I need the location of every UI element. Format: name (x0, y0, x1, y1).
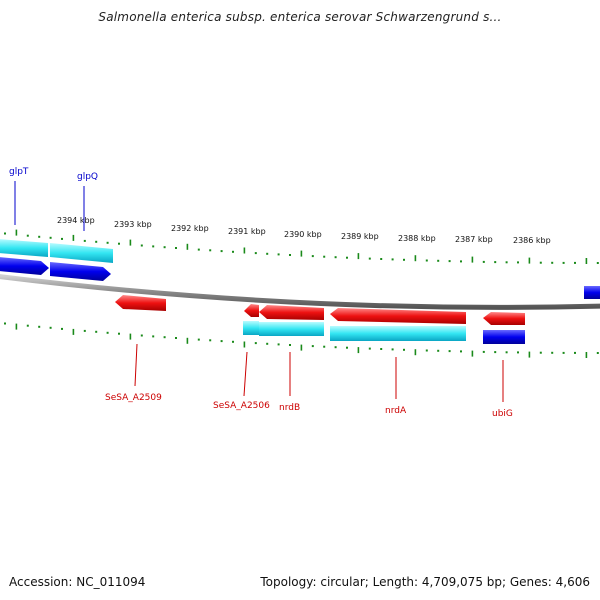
gene-arrow[interactable] (584, 286, 600, 299)
scale-labels: 2394 kbp 2393 kbp 2392 kbp 2391 kbp 2390… (57, 216, 551, 245)
cds-bar[interactable] (50, 243, 113, 263)
scale-label-2388: 2388 kbp (398, 234, 436, 243)
gene-bar[interactable] (483, 330, 525, 344)
scale-label-2393: 2393 kbp (114, 220, 152, 229)
gene-arrow-nrdA[interactable] (330, 308, 466, 324)
label-connector (243, 351, 248, 397)
gene-arrow-SeSA_A2509[interactable] (115, 295, 166, 311)
forward-gene-track (0, 257, 600, 299)
gene-label-SeSA_A2506[interactable]: SeSA_A2506 (213, 401, 270, 411)
reverse-gene-track (115, 295, 525, 325)
gene-label-glpT[interactable]: glpT (9, 167, 29, 177)
gene-label-SeSA_A2509[interactable]: SeSA_A2509 (105, 393, 162, 403)
map-title: Salmonella enterica subsp. enterica sero… (98, 10, 502, 24)
scale-label-2386: 2386 kbp (513, 236, 551, 245)
gene-arrow-ubiG[interactable] (483, 312, 525, 325)
cds-bar[interactable] (243, 321, 259, 335)
scale-label-2387: 2387 kbp (455, 235, 493, 244)
cds-bar[interactable] (0, 239, 48, 257)
gene-arrow-SeSA_A2506[interactable] (244, 304, 259, 317)
label-connector (134, 343, 138, 387)
gene-label-nrdB[interactable]: nrdB (279, 403, 300, 413)
cds-bar[interactable] (259, 322, 324, 336)
gene-label-nrdA[interactable]: nrdA (385, 406, 407, 416)
reverse-cds-track (243, 321, 525, 344)
topology-summary: Topology: circular; Length: 4,709,075 bp… (260, 575, 590, 589)
outer-scale-ticks (4, 229, 599, 264)
gene-arrow-glpT[interactable] (0, 257, 49, 275)
forward-cds-track (0, 239, 113, 263)
scale-label-2391: 2391 kbp (228, 227, 266, 236)
accession-text: Accession: NC_011094 (9, 575, 146, 589)
scale-label-2392: 2392 kbp (171, 224, 209, 233)
forward-gene-labels: glpT glpQ (9, 167, 98, 231)
scale-label-2390: 2390 kbp (284, 230, 322, 239)
gene-arrow-glpQ[interactable] (50, 262, 111, 281)
gene-arrow-nrdB[interactable] (259, 305, 324, 320)
genome-backbone (0, 274, 600, 310)
reverse-gene-labels: SeSA_A2509 SeSA_A2506 nrdB nrdA ubiG (105, 343, 513, 419)
gene-label-ubiG[interactable]: ubiG (492, 409, 513, 419)
cds-bar[interactable] (330, 326, 466, 341)
scale-label-2389: 2389 kbp (341, 232, 379, 241)
scale-label-2394: 2394 kbp (57, 216, 95, 225)
gene-label-glpQ[interactable]: glpQ (77, 172, 98, 182)
inner-scale-ticks (4, 322, 599, 358)
